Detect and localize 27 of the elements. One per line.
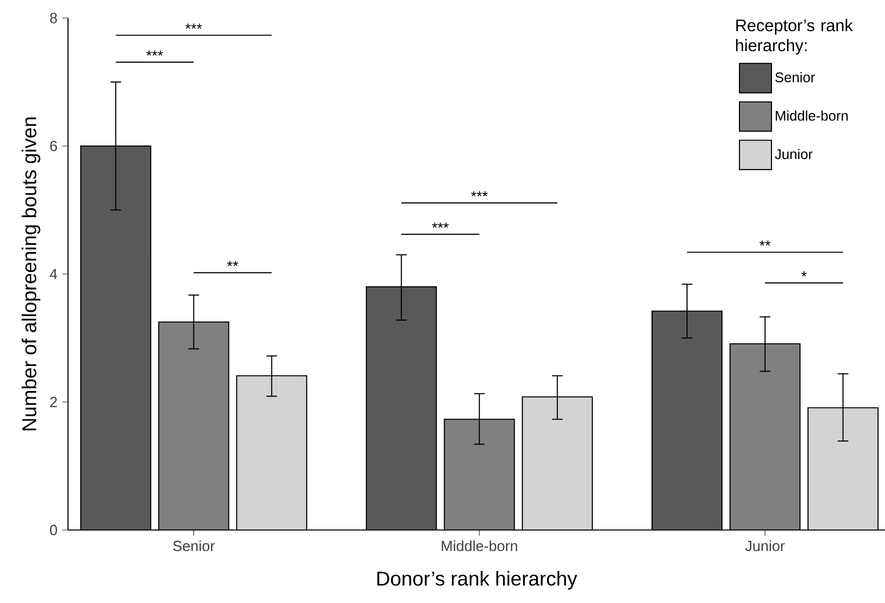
x-tick-label: Middle-born <box>442 540 518 552</box>
annotation: *** <box>432 222 449 228</box>
legend-label: Senior <box>775 72 815 82</box>
annotation: ** <box>760 240 770 246</box>
y-tick-label: 6 <box>50 140 57 152</box>
x-tick-label: Senior <box>173 540 215 552</box>
annotation: *** <box>471 191 488 196</box>
y-tick-label: 4 <box>50 268 58 280</box>
x-tick-label: Junior <box>745 540 785 552</box>
annotation: *** <box>185 24 202 29</box>
annotation: ** <box>227 261 238 266</box>
y-tick-label: 0 <box>50 524 58 536</box>
y-tick-label: 8 <box>50 12 57 24</box>
legend-title: Receptor’s rank hierarchy: <box>736 19 853 55</box>
x-axis-title: Donor’s rank hierarchy <box>377 570 578 590</box>
bar <box>444 419 514 530</box>
legend-label: Middle-born <box>776 110 848 121</box>
bar <box>158 322 229 530</box>
annotation: * <box>801 271 807 276</box>
bar <box>366 286 436 530</box>
bar <box>80 146 151 530</box>
annotation: *** <box>146 50 164 56</box>
bar <box>730 343 801 530</box>
y-axis-title: Number of allopreening bouts given <box>22 117 40 430</box>
legend-label: Junior <box>774 148 813 160</box>
bar <box>652 310 723 530</box>
y-tick-label: 2 <box>50 396 57 408</box>
